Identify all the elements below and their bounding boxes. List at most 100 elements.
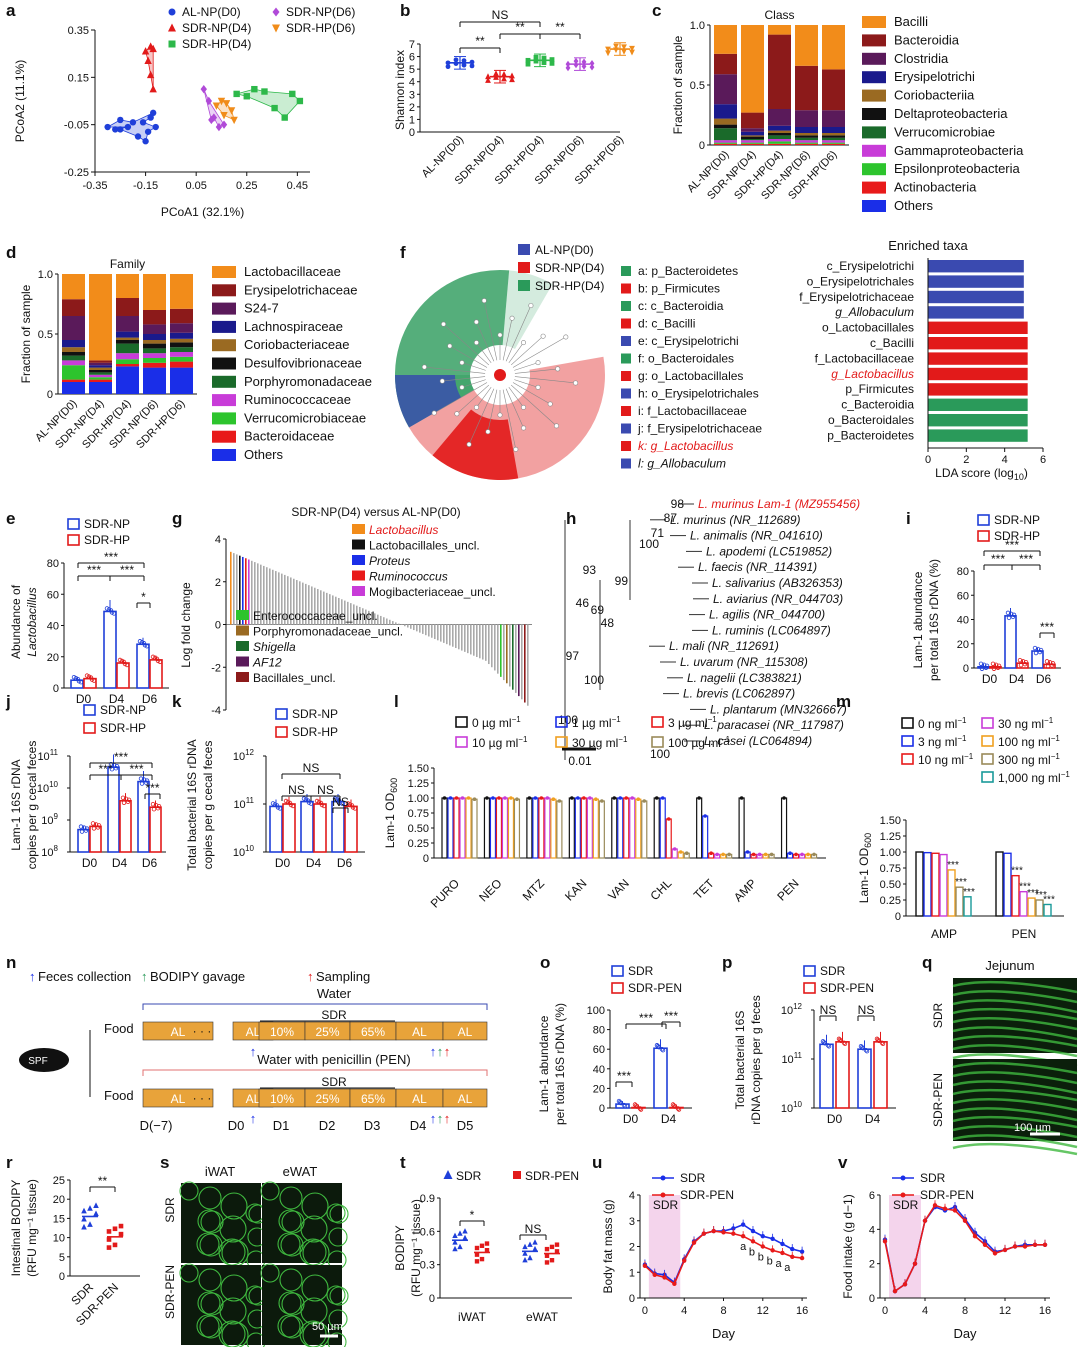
data-point (544, 1246, 550, 1252)
tree-node (535, 384, 541, 390)
legend-label: BODIPY gavage (150, 969, 245, 984)
spf-label: SPF (28, 1056, 47, 1067)
y-tick-label: 0 (53, 683, 59, 695)
adipocyte-outline (221, 1321, 249, 1347)
bootstrap-value: 97 (566, 649, 580, 663)
tree-branch (508, 386, 524, 408)
stacked-segment (89, 365, 112, 368)
data-point (697, 796, 701, 800)
data-point (308, 801, 314, 806)
data-point (533, 54, 539, 60)
stacked-segment (768, 34, 791, 109)
water-label: Water (317, 986, 352, 1001)
clade-key-swatch (621, 441, 631, 451)
arrow-icon: ↑ (444, 1111, 451, 1126)
fold-change-bar (269, 568, 271, 625)
arrow-icon: ↑ (437, 1044, 444, 1059)
legend-label: Ruminococcus (369, 570, 448, 584)
tree-node (513, 446, 519, 452)
taxon-label: g_Allobaculum (835, 305, 914, 319)
data-point (509, 796, 513, 800)
stacked-segment (741, 139, 764, 141)
y-tick-label: 6 (409, 52, 415, 64)
bar (550, 798, 557, 859)
legend-swatch (236, 625, 249, 636)
panel-letter-b: b (400, 1, 410, 20)
data-point (469, 63, 475, 69)
legend-swatch (981, 717, 994, 729)
bootstrap-value: 99 (615, 574, 629, 588)
data-point (902, 1282, 908, 1287)
fold-change-bar (368, 610, 370, 625)
adipocyte-outline (327, 1332, 347, 1347)
legend-label: SDR-PEN (525, 1169, 579, 1183)
data-point (782, 796, 786, 800)
data-point (799, 1255, 805, 1261)
timeline-segment (442, 1021, 488, 1041)
taxon-label: L. faecis (NR_114391) (698, 560, 817, 574)
data-point (859, 1044, 865, 1050)
y-axis-title: PCoA2 (11.1%) (13, 60, 27, 142)
stacked-segment (795, 25, 818, 66)
bootstrap-value: 87 (664, 511, 678, 525)
arrow-icon: ↑ (250, 1111, 257, 1126)
category-label: MTZ (520, 876, 547, 903)
x-tick-label: 8 (720, 1305, 726, 1317)
data-point (106, 1245, 112, 1250)
taxon-label: L. murinus (NR_112689) (670, 513, 801, 527)
panel-letter-o: o (540, 953, 550, 972)
data-point (117, 126, 124, 133)
legend-swatch (83, 722, 96, 734)
y-tick-label: 0 (423, 853, 429, 865)
y-tick-label: 0.15 (68, 72, 89, 84)
x-axis-title: LDA score (log10) (935, 466, 1028, 482)
fold-change-bar (299, 581, 301, 625)
x-tick-label: -0.15 (133, 180, 158, 192)
y-tick-label: 109 (41, 812, 58, 827)
water-bracket (142, 1003, 488, 1010)
significance-label: *** (129, 762, 143, 776)
data-point (770, 1236, 775, 1241)
data-point (676, 1107, 682, 1112)
legend-swatch (352, 524, 365, 534)
stacked-segment (822, 143, 845, 145)
adipocyte-outline (301, 1192, 329, 1220)
y-tick-label: 4 (215, 534, 221, 546)
fold-change-bar (338, 597, 340, 625)
data-point (662, 1275, 667, 1280)
bar (947, 869, 956, 917)
y-tick-label: 15 (53, 1213, 65, 1225)
legend-label: SDR-HP (100, 721, 146, 735)
subscript: 600 (389, 778, 399, 793)
villus-stripe (952, 1026, 1078, 1041)
data-point (703, 814, 707, 818)
significance-label: *** (1043, 894, 1055, 905)
column-label: eWAT (283, 1164, 318, 1179)
fold-change-bar (335, 596, 337, 625)
data-point (121, 800, 127, 805)
y-tick-label: 3 (409, 89, 415, 101)
tree-branch (476, 321, 495, 362)
shaded-label: SDR (893, 1198, 919, 1212)
significance-label: NS (303, 761, 320, 775)
fold-change-bar (419, 624, 421, 633)
row-label: SDR (163, 1197, 177, 1223)
legend-label: Verrucomicrobiaceae (244, 410, 366, 425)
y-tick-label: 0 (599, 1103, 605, 1115)
bootstrap-value: 93 (583, 563, 597, 577)
fold-change-bar (488, 624, 490, 665)
stacked-segment (741, 131, 764, 136)
data-point (757, 852, 762, 857)
legend-swatch (518, 280, 530, 291)
y-tick-label: 2 (409, 102, 415, 114)
fold-change-bar (323, 591, 325, 625)
legend-label: Feces collection (38, 969, 131, 984)
legend-label: SDR (628, 964, 654, 978)
clade-key-swatch (621, 266, 631, 276)
data-point (445, 60, 451, 66)
data-point (485, 73, 491, 80)
y-tick-label: 1.00 (880, 847, 901, 859)
stacked-segment (143, 274, 166, 310)
adipocyte-outline (279, 1186, 303, 1210)
